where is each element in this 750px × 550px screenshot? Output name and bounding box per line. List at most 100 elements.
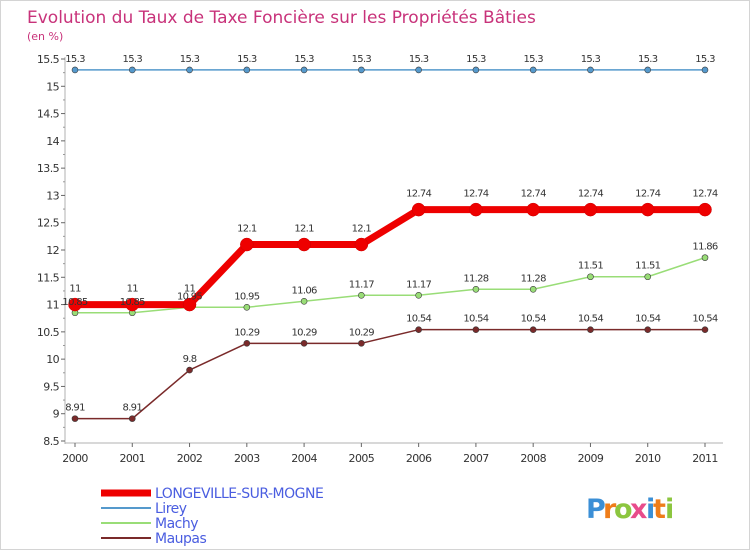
data-label-machy: 11.86 [692, 242, 717, 253]
data-point-maupas [415, 326, 422, 333]
logo-letter: r [603, 494, 617, 525]
data-point-longeville-sur-mogne [125, 297, 140, 312]
y-tick-label: 12.5 [37, 217, 60, 230]
chart-title: Evolution du Taux de Taxe Foncière sur l… [27, 8, 536, 28]
series-line-machy [75, 256, 706, 314]
data-label-machy: 10.85 [120, 297, 145, 308]
x-tick-label: 2004 [291, 452, 317, 465]
data-point-longeville-sur-mogne [411, 202, 426, 217]
x-tick-label: 2007 [463, 452, 489, 465]
data-point-longeville-sur-mogne [583, 202, 598, 217]
data-label-longeville-sur-mogne: 12.74 [578, 189, 603, 200]
data-label-maupas: 9.8 [183, 354, 197, 365]
data-label-longeville-sur-mogne: 11 [127, 284, 139, 295]
data-label-maupas: 10.54 [578, 314, 603, 325]
data-point-machy [701, 254, 709, 261]
data-point-maupas [587, 326, 594, 333]
data-point-longeville-sur-mogne [354, 237, 369, 252]
data-point-lirey [701, 66, 709, 74]
data-labels-layer: 15.3 15.3 15.3 15.3 15.3 15.3 15.3 15.3 15.3 15.3… [62, 54, 718, 414]
data-point-lirey [644, 66, 652, 74]
data-label-longeville-sur-mogne: 12.74 [463, 189, 488, 200]
legend-label-lirey: Lirey [155, 501, 187, 517]
data-point-lirey [186, 66, 193, 74]
data-label-longeville-sur-mogne: 12.74 [635, 189, 660, 200]
data-point-longeville-sur-mogne [469, 202, 483, 217]
x-tick-label: 2003 [234, 452, 260, 465]
logo-letter: x [630, 494, 647, 525]
data-label-longeville-sur-mogne: 11 [184, 284, 196, 295]
data-point-maupas [644, 326, 652, 333]
data-point-longeville-sur-mogne [68, 297, 82, 312]
data-label-lirey: 15.3 [123, 54, 143, 65]
data-label-maupas: 8.91 [123, 403, 143, 414]
x-tick-label: 2010 [635, 452, 661, 465]
x-tick-label: 2000 [62, 452, 88, 465]
data-label-maupas: 10.54 [463, 314, 488, 325]
data-label-maupas: 10.54 [692, 314, 717, 325]
y-tick-label: 8.5 [43, 435, 59, 448]
data-point-longeville-sur-mogne [526, 202, 540, 217]
data-point-maupas [358, 340, 365, 347]
data-label-machy: 11.51 [635, 261, 660, 272]
x-tick-label: 2005 [349, 452, 375, 465]
data-label-maupas: 10.29 [234, 327, 259, 338]
data-point-longeville-sur-mogne [640, 202, 655, 217]
logo-letter: i [665, 494, 674, 525]
data-point-machy [644, 273, 652, 281]
data-label-maupas: 10.54 [635, 314, 660, 325]
y-tick-label: 13 [46, 189, 59, 202]
y-tick-label: 10.5 [37, 326, 60, 339]
data-point-lirey [128, 66, 136, 74]
logo-letter: i [646, 494, 655, 525]
y-tick-label: 14 [46, 135, 59, 148]
data-label-longeville-sur-mogne: 12.1 [237, 224, 257, 235]
data-label-lirey: 15.3 [180, 54, 200, 65]
data-label-lirey: 15.3 [638, 54, 658, 65]
data-point-maupas [71, 415, 79, 422]
data-label-lirey: 15.3 [581, 54, 601, 65]
data-point-maupas [472, 326, 480, 333]
data-label-maupas: 8.91 [65, 403, 85, 414]
data-point-lirey [472, 66, 480, 74]
y-tick-label: 12 [46, 244, 59, 257]
data-point-machy [529, 285, 537, 293]
data-label-lirey: 15.3 [294, 54, 314, 65]
series-line-maupas [75, 328, 705, 420]
data-label-lirey: 15.3 [65, 54, 85, 65]
y-tick-label: 11 [46, 299, 59, 312]
data-point-machy [243, 303, 251, 311]
data-point-maupas [243, 340, 251, 347]
data-label-machy: 11.51 [578, 261, 603, 272]
data-point-maupas [300, 340, 308, 347]
legend-label-longeville-sur-mogne: LONGEVILLE-SUR-MOGNE [155, 486, 323, 502]
y-tick-label: 11.5 [37, 271, 60, 284]
data-label-machy: 11.06 [292, 285, 317, 296]
data-label-maupas: 10.29 [292, 327, 317, 338]
data-point-longeville-sur-mogne [182, 297, 197, 312]
data-label-maupas: 10.29 [349, 327, 374, 338]
data-point-lirey [415, 66, 422, 74]
data-label-machy: 11.17 [349, 279, 374, 290]
logo-letter: P [586, 494, 606, 525]
data-label-lirey: 15.3 [695, 54, 715, 65]
data-label-longeville-sur-mogne: 12.74 [521, 189, 546, 200]
data-point-lirey [243, 66, 251, 74]
data-label-lirey: 15.3 [237, 54, 257, 65]
data-label-lirey: 15.3 [409, 54, 429, 65]
data-label-longeville-sur-mogne: 11 [69, 284, 81, 295]
data-label-machy: 11.28 [463, 273, 488, 284]
y-tick-label: 15 [46, 80, 59, 93]
data-point-lirey [358, 66, 365, 74]
data-label-longeville-sur-mogne: 12.74 [406, 189, 431, 200]
data-point-machy [300, 297, 308, 305]
series-layer [68, 66, 712, 422]
data-point-longeville-sur-mogne [297, 237, 311, 252]
y-tick-label: 15.5 [37, 53, 60, 66]
legend-label-machy: Machy [155, 516, 198, 532]
x-tick-label: 2001 [119, 452, 145, 465]
data-point-maupas [701, 326, 709, 333]
axes: 8.599.51010.51111.51212.51313.51414.5151… [37, 53, 723, 465]
legend-label-maupas: Maupas [155, 531, 206, 547]
